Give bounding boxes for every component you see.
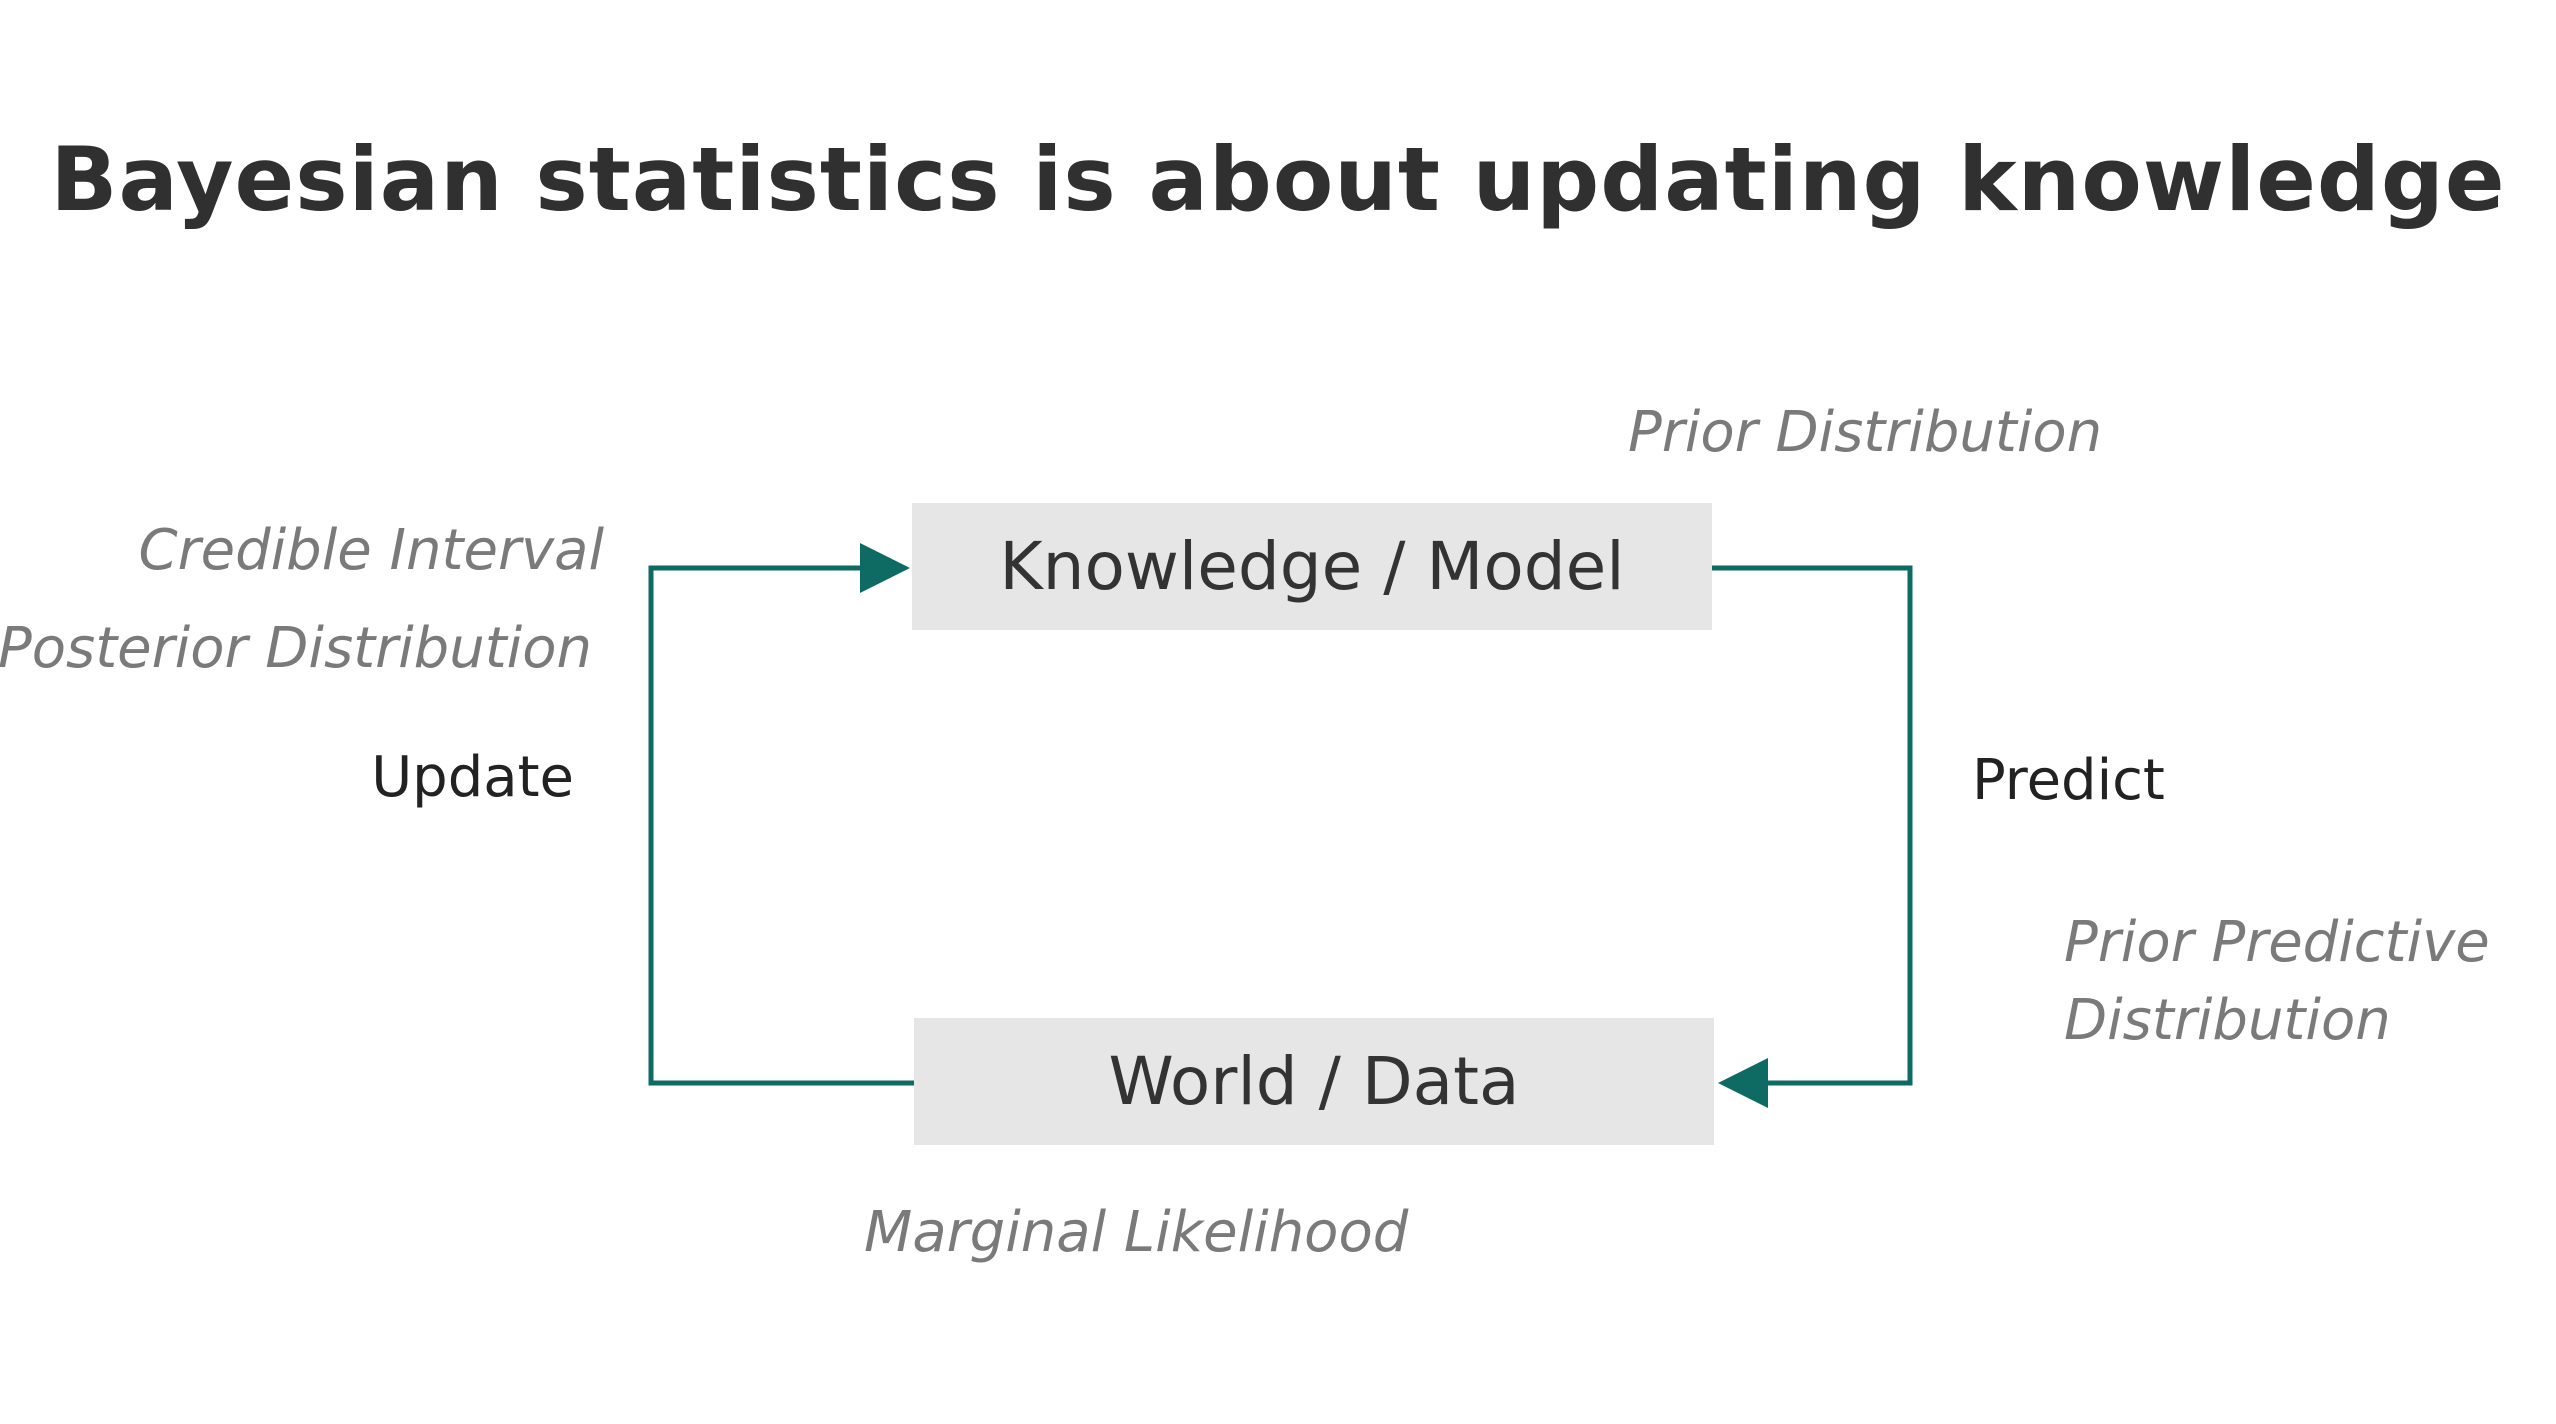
page-title: Bayesian statistics is about updating kn… [50, 128, 2506, 231]
posterior-distribution-label: Posterior Distribution [0, 616, 592, 681]
marginal-likelihood-label: Marginal Likelihood [864, 1200, 1409, 1265]
world-data-node: World / Data [914, 1018, 1714, 1145]
predict-arrow [1712, 565, 1913, 1108]
knowledge-model-label: Knowledge / Model [999, 528, 1625, 605]
world-data-label: World / Data [1108, 1043, 1520, 1120]
knowledge-model-node: Knowledge / Model [912, 503, 1712, 630]
prior-distribution-label: Prior Distribution [1628, 400, 2103, 465]
update-label: Update [371, 745, 574, 810]
predict-label: Predict [1972, 748, 2165, 813]
prior-predictive-line2: Distribution [2064, 988, 2391, 1053]
prior-predictive-distribution-label: Prior Predictive Distribution [2064, 904, 2490, 1060]
credible-interval-label: Credible Interval [138, 518, 605, 583]
update-arrow [648, 543, 914, 1086]
prior-predictive-line1: Prior Predictive [2064, 910, 2490, 975]
